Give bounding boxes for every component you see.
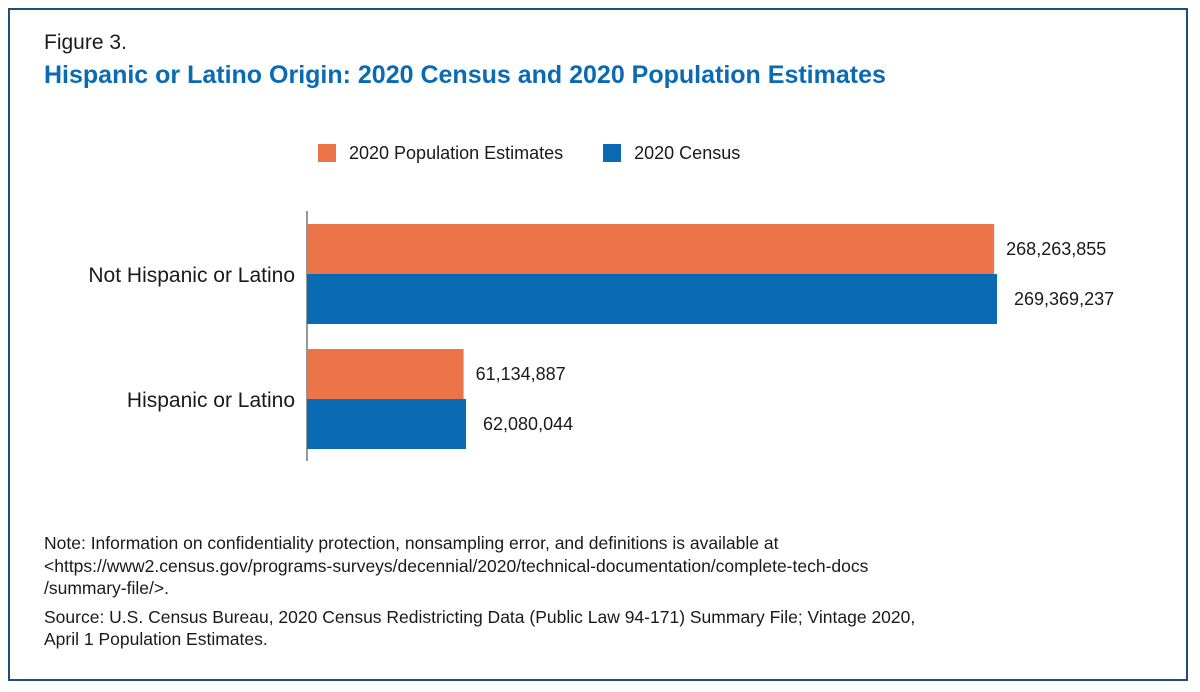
note-line-3: /summary-file/>. xyxy=(44,578,169,598)
figure-frame xyxy=(8,8,1188,681)
category-label: Not Hispanic or Latino xyxy=(88,264,295,287)
legend-label-census: 2020 Census xyxy=(634,142,741,163)
bar-estimates xyxy=(307,224,995,274)
legend-label-estimates: 2020 Population Estimates xyxy=(349,142,564,163)
legend-item-census: 2020 Census xyxy=(603,143,740,164)
category-label: Hispanic or Latino xyxy=(127,389,295,412)
source-line-1: Source: U.S. Census Bureau, 2020 Census … xyxy=(44,606,916,627)
note-line-2: <https://www2.census.gov/programs-survey… xyxy=(44,555,869,576)
bar-census xyxy=(307,399,467,449)
legend-swatch-estimates xyxy=(318,144,336,162)
data-label: 269,369,237 xyxy=(1014,289,1114,309)
bar-estimates xyxy=(307,349,464,399)
legend-item-estimates: 2020 Population Estimates xyxy=(318,143,563,164)
legend: 2020 Population Estimates 2020 Census xyxy=(318,141,780,165)
bar-census xyxy=(307,274,997,324)
note-line-1: Note: Information on confidentiality pro… xyxy=(44,533,779,553)
data-label: 61,134,887 xyxy=(476,364,566,384)
figure-label: Figure 3. xyxy=(44,31,127,54)
data-label: 268,263,855 xyxy=(1006,239,1106,259)
legend-swatch-census xyxy=(603,144,622,162)
notes-block: Note: Information on confidentiality pro… xyxy=(44,532,1154,651)
data-label: 62,080,044 xyxy=(483,414,573,434)
chart-title: Hispanic or Latino Origin: 2020 Census a… xyxy=(44,61,886,89)
source-line-2: April 1 Population Estimates. xyxy=(44,629,268,649)
